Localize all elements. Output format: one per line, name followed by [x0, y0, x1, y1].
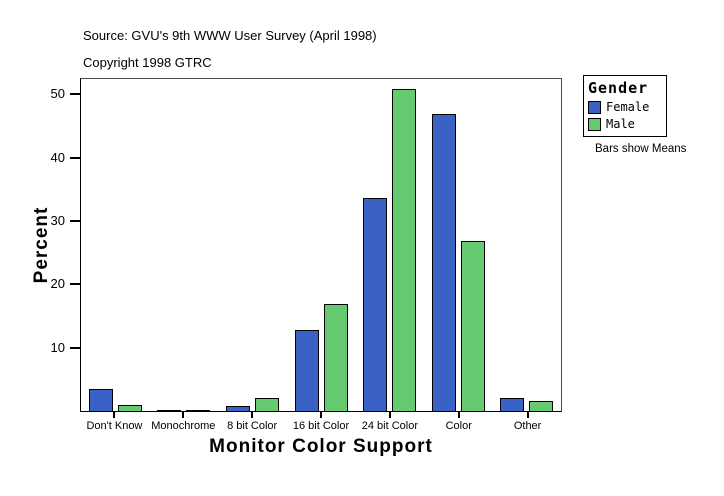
- bar-groups: [81, 79, 561, 411]
- legend-item-male: Male: [588, 117, 662, 131]
- x-tick-mark: [251, 412, 254, 418]
- bar-male-6: [529, 401, 554, 411]
- legend-label-female: Female: [606, 100, 650, 114]
- y-axis: 10 20 30 40 50: [0, 78, 80, 412]
- legend-title: Gender: [588, 79, 649, 97]
- x-tick-mark: [388, 412, 391, 418]
- copyright-text: Copyright 1998 GTRC: [83, 55, 212, 70]
- bar-group-2: [218, 79, 287, 411]
- category-label: Monochrome: [151, 420, 216, 432]
- x-tick-cell: [493, 412, 562, 419]
- y-tick-mark: [70, 346, 80, 349]
- y-tick-label: 20: [50, 276, 65, 292]
- female-color-swatch-icon: [588, 100, 601, 114]
- x-tick-cell: [355, 412, 424, 419]
- bar-group-6: [492, 79, 561, 411]
- bar-female-3: [294, 330, 319, 411]
- male-color-swatch-icon: [588, 117, 601, 131]
- x-tick-mark: [320, 412, 322, 418]
- bar-group-0: [81, 79, 150, 411]
- plot-area: [80, 78, 562, 412]
- bar-male-5: [460, 241, 485, 411]
- category-label: 16 bit Color: [292, 420, 350, 432]
- y-tick-mark: [70, 219, 80, 222]
- legend-item-female: Female: [588, 100, 662, 114]
- bar-female-1: [157, 410, 182, 411]
- y-tick-label: 30: [50, 212, 65, 228]
- bar-male-4: [392, 89, 417, 411]
- source-text: Source: GVU's 9th WWW User Survey (April…: [83, 28, 377, 43]
- bar-male-1: [186, 410, 211, 411]
- bar-female-2: [225, 406, 250, 411]
- x-tick-cell: [424, 412, 493, 419]
- x-tick-cell: [287, 412, 356, 419]
- x-tick-mark: [113, 412, 116, 418]
- x-tick-cell: [80, 412, 149, 419]
- bar-male-2: [254, 398, 279, 411]
- y-tick-mark: [70, 156, 80, 159]
- x-axis-title: Monitor Color Support: [209, 436, 433, 457]
- category-labels: Don't Know Monochrome 8 bit Color 16 bit Co…: [80, 420, 562, 432]
- bar-group-1: [150, 79, 219, 411]
- y-tick-mark: [70, 93, 80, 96]
- y-tick-label: 10: [50, 339, 65, 355]
- bar-group-3: [287, 79, 356, 411]
- x-tick-cell: [149, 412, 218, 419]
- y-tick-label: 50: [50, 86, 65, 102]
- bar-group-4: [355, 79, 424, 411]
- legend-box: Gender Female Male: [583, 75, 667, 137]
- legend-note: Bars show Means: [595, 143, 687, 155]
- category-label: Color: [445, 420, 472, 432]
- x-tick-mark: [182, 412, 185, 418]
- legend-label-male: Male: [606, 117, 635, 131]
- bar-male-0: [117, 405, 142, 411]
- x-tick-mark: [526, 412, 529, 418]
- category-label: Don't Know: [86, 420, 143, 432]
- x-tick-cell: [218, 412, 287, 419]
- bar-female-5: [431, 114, 456, 411]
- bar-male-3: [323, 304, 348, 411]
- category-label: 8 bit Color: [227, 420, 278, 432]
- bar-female-6: [500, 398, 525, 411]
- x-axis-ticks: [80, 412, 562, 419]
- category-label: Other: [513, 420, 542, 432]
- bar-female-0: [88, 389, 113, 411]
- y-tick-mark: [70, 283, 80, 286]
- category-label: 24 bit Color: [361, 420, 418, 432]
- x-tick-mark: [457, 412, 460, 418]
- bar-female-4: [363, 198, 388, 411]
- bar-group-5: [424, 79, 493, 411]
- y-tick-label: 40: [50, 149, 65, 165]
